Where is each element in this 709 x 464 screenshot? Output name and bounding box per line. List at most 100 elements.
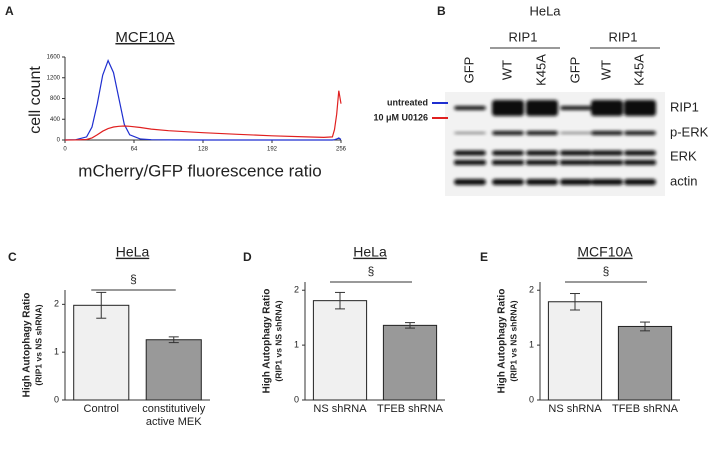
band	[624, 160, 656, 165]
lane-label: K45A	[631, 54, 646, 86]
y-axis-label: (RIP1 vs NS shRNA)	[33, 304, 43, 385]
x-tick-label-box: constitutively active MEK	[142, 403, 206, 428]
band	[492, 131, 524, 135]
y-tick-label: 1600	[47, 55, 61, 61]
error-bar	[640, 321, 650, 332]
band	[624, 131, 656, 135]
band	[560, 132, 592, 134]
row-label: p-ERK	[670, 124, 709, 139]
lane-label: WT	[499, 60, 514, 80]
band	[454, 160, 486, 165]
lane-label: K45A	[533, 54, 548, 86]
y-tick-label: 2	[529, 285, 534, 295]
band	[624, 150, 656, 156]
annotation: §	[603, 264, 610, 278]
lane-label: GFP	[461, 57, 476, 84]
chart-title: MCF10A	[577, 244, 633, 260]
x-tick-label: TFEB shRNA	[611, 403, 678, 415]
band	[591, 160, 623, 165]
band	[454, 132, 486, 134]
x-tick-label: 256	[336, 147, 347, 153]
band	[492, 179, 524, 185]
annotation: §	[130, 272, 137, 286]
bar	[145, 339, 202, 401]
x-tick-label: 64	[131, 147, 138, 153]
row-label: actin	[670, 173, 697, 188]
x-tick-label: TFEB shRNA	[376, 403, 443, 415]
band	[624, 100, 656, 116]
band	[526, 179, 558, 185]
y-axis-label: cell count	[27, 66, 44, 134]
y-tick-label: 1200	[47, 75, 61, 81]
x-tick-label: 192	[267, 147, 278, 153]
band	[560, 150, 592, 156]
y-tick-label: 0	[294, 394, 299, 404]
band	[526, 100, 558, 116]
x-tick-label: 0	[63, 147, 67, 153]
y-axis-label: High Autophagy Ratio	[22, 293, 33, 398]
error-bar	[168, 336, 179, 344]
y-axis-label: High Autophagy Ratio	[497, 289, 508, 394]
blot-group: HeLa	[529, 3, 561, 18]
band	[526, 131, 558, 135]
series-line	[64, 90, 342, 141]
y-tick-label: 1	[54, 347, 59, 357]
y-tick-label: 400	[50, 117, 61, 123]
panel-letter: D	[243, 250, 252, 264]
chart-title: MCF10A	[115, 29, 174, 46]
blot-bands	[454, 100, 656, 185]
x-tick-label-box: NS shRNA	[548, 403, 601, 415]
error-bar	[96, 291, 107, 319]
annotation: §	[368, 264, 375, 278]
band	[454, 179, 486, 185]
y-tick-label: 0	[529, 394, 534, 404]
error-bar	[335, 291, 345, 310]
band	[492, 160, 524, 165]
x-tick-label: NS shRNA	[313, 403, 367, 415]
x-tick-label-box: TFEB shRNA	[611, 403, 678, 415]
y-tick-label: 1	[294, 339, 299, 349]
blot-panel: B HeLa RIP1 RIP1	[437, 3, 665, 196]
row-label: ERK	[670, 148, 697, 163]
panel-letter: B	[437, 4, 446, 18]
band	[560, 160, 592, 165]
band	[560, 106, 592, 110]
band	[492, 100, 524, 116]
bar	[312, 300, 368, 401]
y-tick-label: 800	[50, 96, 61, 102]
chart-title: HeLa	[353, 244, 387, 260]
blot-header: RIP1	[509, 29, 538, 44]
legend-label: untreated	[387, 97, 428, 107]
x-tick-label-box: TFEB shRNA	[376, 403, 443, 415]
band	[560, 179, 592, 185]
y-axis-label: (RIP1 vs NS shRNA)	[508, 300, 518, 381]
x-tick-label: constitutively active MEK	[142, 403, 206, 428]
bar	[73, 304, 130, 401]
bar	[617, 325, 673, 401]
band	[526, 160, 558, 165]
chart-title: HeLa	[116, 244, 150, 260]
x-axis-label: mCherry/GFP fluorescence ratio	[78, 161, 321, 180]
y-axis-label: (RIP1 vs NS shRNA)	[273, 300, 283, 381]
x-tick-label: Control	[83, 403, 119, 415]
bar	[382, 324, 438, 401]
lane-label: WT	[598, 60, 613, 80]
x-tick-label: 128	[198, 147, 209, 153]
panel-letter: C	[8, 250, 17, 264]
band	[454, 106, 486, 110]
error-bar	[405, 322, 415, 329]
y-tick-label: 0	[57, 138, 61, 144]
y-tick-label: 2	[294, 285, 299, 295]
bar	[547, 301, 603, 401]
lane-label: GFP	[567, 57, 582, 84]
band	[591, 150, 623, 156]
y-tick-label: 0	[54, 394, 59, 404]
panel-letter: A	[5, 4, 14, 18]
band	[591, 131, 623, 135]
row-label: RIP1	[670, 99, 699, 114]
x-tick-label-box: NS shRNA	[313, 403, 367, 415]
series-line	[64, 59, 342, 141]
y-tick-label: 1	[529, 339, 534, 349]
legend-label: 10 μM U0126	[373, 112, 428, 122]
